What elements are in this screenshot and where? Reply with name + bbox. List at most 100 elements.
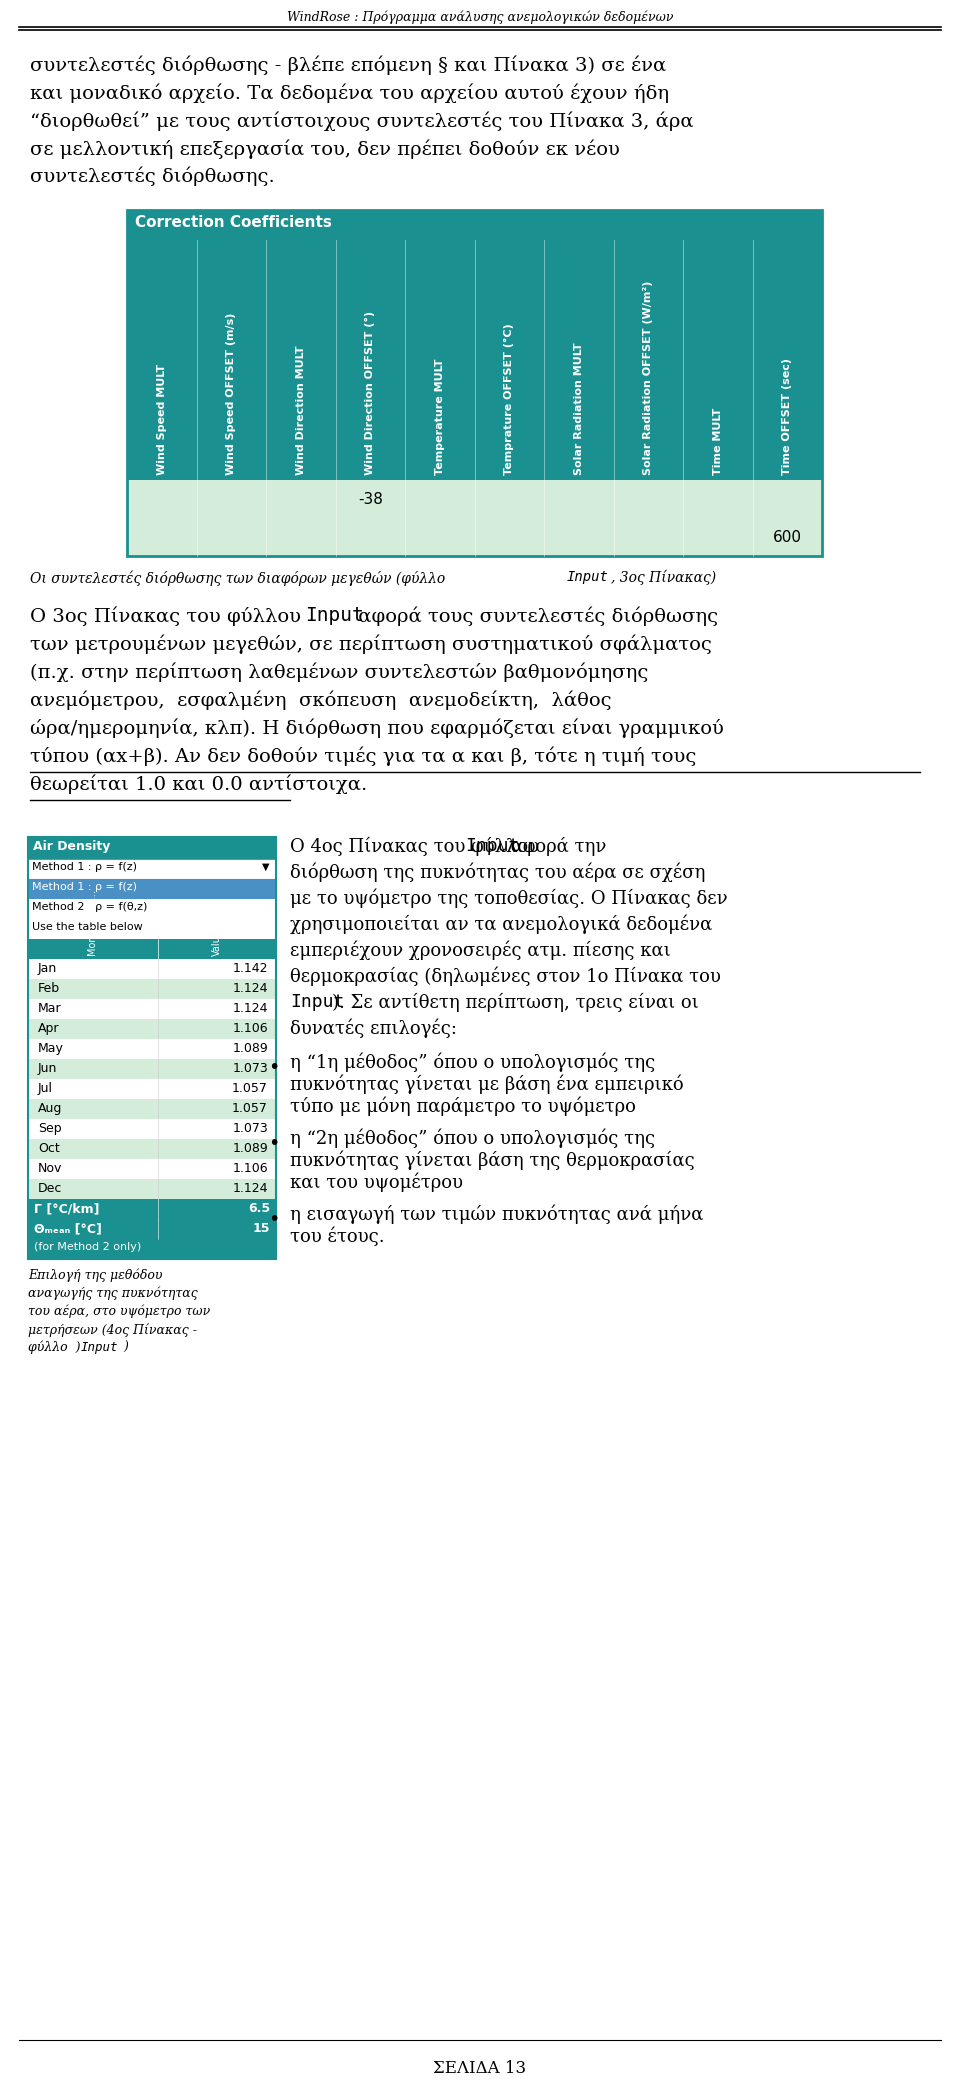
Text: ▼: ▼: [262, 861, 270, 872]
Text: θερμοκρασίας (δηλωμένες στον 1ο Πίνακα του: θερμοκρασίας (δηλωμένες στον 1ο Πίνακα τ…: [290, 966, 721, 987]
Text: •: •: [268, 1210, 279, 1228]
Text: Time OFFSET (sec): Time OFFSET (sec): [782, 357, 792, 475]
Bar: [28, 1000, 276, 1018]
Text: Input: Input: [465, 838, 519, 855]
Text: 6.5: 6.5: [248, 1201, 270, 1216]
Text: , 3ος Πίνακας): , 3ος Πίνακας): [611, 569, 716, 586]
Text: Wind Direction OFFSET (°): Wind Direction OFFSET (°): [365, 311, 375, 475]
Bar: [28, 1138, 276, 1159]
Bar: [28, 1218, 276, 1239]
Text: Οι συντελεστές διόρθωσης των διαφόρων μεγεθών (φύλλο: Οι συντελεστές διόρθωσης των διαφόρων με…: [30, 569, 449, 586]
Text: και του υψομέτρου: και του υψομέτρου: [290, 1174, 463, 1193]
Text: Dec: Dec: [38, 1182, 62, 1195]
Bar: [28, 960, 276, 979]
Text: ΣΕΛΙΔΑ 13: ΣΕΛΙΔΑ 13: [433, 2060, 527, 2077]
Text: Input: Input: [81, 1342, 118, 1354]
Text: Jan: Jan: [38, 962, 58, 974]
Text: 15: 15: [252, 1222, 270, 1235]
Bar: [28, 1018, 276, 1040]
Text: Θₘₑₐₙ [°C]: Θₘₑₐₙ [°C]: [34, 1222, 102, 1235]
Text: 1.089: 1.089: [232, 1142, 268, 1155]
Bar: [28, 1098, 276, 1119]
Bar: [28, 1159, 276, 1178]
Text: Oct: Oct: [38, 1142, 60, 1155]
Text: Use the table below: Use the table below: [32, 922, 143, 932]
Text: φύλλο  ): φύλλο ): [28, 1342, 81, 1354]
Text: 1.057: 1.057: [232, 1082, 268, 1094]
Bar: [28, 899, 276, 920]
Text: “διορθωθεί” με τους αντίστοιχους συντελεστές του Πίνακα 3, άρα: “διορθωθεί” με τους αντίστοιχους συντελε…: [30, 111, 694, 130]
Text: Temperature MULT: Temperature MULT: [435, 359, 444, 475]
Text: Air Density: Air Density: [33, 840, 110, 853]
Text: Time MULT: Time MULT: [712, 407, 723, 475]
Text: 1.106: 1.106: [232, 1161, 268, 1176]
Bar: [127, 210, 822, 481]
Bar: [28, 838, 276, 859]
Text: αναγωγής της πυκνότητας: αναγωγής της πυκνότητας: [28, 1287, 198, 1300]
Text: Feb: Feb: [38, 983, 60, 995]
Text: -38: -38: [358, 491, 383, 506]
Text: 600: 600: [773, 529, 802, 544]
Text: Solar Radiation MULT: Solar Radiation MULT: [574, 342, 584, 475]
Text: του έτους.: του έτους.: [290, 1226, 385, 1247]
Bar: [28, 880, 276, 899]
Text: χρησιμοποιείται αν τα ανεμολογικά δεδομένα: χρησιμοποιείται αν τα ανεμολογικά δεδομέ…: [290, 916, 712, 934]
Text: μετρήσεων (4ος Πίνακας -: μετρήσεων (4ος Πίνακας -: [28, 1323, 197, 1338]
Text: Month of th…: Month of th…: [88, 890, 98, 956]
Text: ). Σε αντίθετη περίπτωση, τρεις είναι οι: ). Σε αντίθετη περίπτωση, τρεις είναι οι: [332, 993, 699, 1012]
Bar: [127, 481, 822, 556]
Text: 1.106: 1.106: [232, 1023, 268, 1035]
Text: Input: Input: [290, 993, 345, 1010]
Text: (for Method 2 only): (for Method 2 only): [34, 1241, 141, 1252]
Text: WindRose : Πρόγραμμα ανάλυσης ανεμολογικών δεδομένων: WindRose : Πρόγραμμα ανάλυσης ανεμολογικ…: [287, 10, 673, 23]
Bar: [28, 1199, 276, 1218]
Text: αφορά την: αφορά την: [505, 838, 607, 857]
Text: Mar: Mar: [38, 1002, 61, 1014]
Bar: [28, 979, 276, 1000]
Text: συντελεστές διόρθωσης.: συντελεστές διόρθωσης.: [30, 168, 275, 187]
Bar: [28, 1079, 276, 1098]
Text: η εισαγωγή των τιμών πυκνότητας ανά μήνα: η εισαγωγή των τιμών πυκνότητας ανά μήνα: [290, 1205, 704, 1224]
Text: πυκνότητας γίνεται με βάση ένα εμπειρικό: πυκνότητας γίνεται με βάση ένα εμπειρικό: [290, 1075, 684, 1094]
Text: Method 2 : ρ = f(θ,z): Method 2 : ρ = f(θ,z): [32, 903, 148, 911]
Text: αφορά τους συντελεστές διόρθωσης: αφορά τους συντελεστές διόρθωσης: [352, 607, 718, 626]
Text: Value: Value: [212, 928, 222, 956]
Text: 1.089: 1.089: [232, 1042, 268, 1054]
Text: May: May: [38, 1042, 64, 1054]
Text: Temprature OFFSET (°C): Temprature OFFSET (°C): [504, 323, 515, 475]
Text: πυκνότητας γίνεται βάση της θερμοκρασίας: πυκνότητας γίνεται βάση της θερμοκρασίας: [290, 1151, 695, 1170]
Text: ): ): [123, 1342, 128, 1354]
Bar: [127, 210, 822, 556]
Text: 1.057: 1.057: [232, 1102, 268, 1115]
Text: διόρθωση της πυκνότητας του αέρα σε σχέση: διόρθωση της πυκνότητας του αέρα σε σχέσ…: [290, 863, 706, 882]
Text: με το υψόμετρο της τοποθεσίας. Ο Πίνακας δεν: με το υψόμετρο της τοποθεσίας. Ο Πίνακας…: [290, 888, 728, 909]
Text: Input: Input: [305, 607, 364, 626]
Bar: [28, 1040, 276, 1058]
Text: Sep: Sep: [38, 1121, 61, 1134]
Text: (π.χ. στην περίπτωση λαθεμένων συντελεστών βαθμονόμησης: (π.χ. στην περίπτωση λαθεμένων συντελεστ…: [30, 662, 648, 682]
Text: •: •: [268, 1134, 279, 1153]
Text: 1.142: 1.142: [232, 962, 268, 974]
Text: Ο 3ος Πίνακας του φύλλου: Ο 3ος Πίνακας του φύλλου: [30, 607, 307, 626]
Text: Ο 4ος Πίνακας του φύλλου: Ο 4ος Πίνακας του φύλλου: [290, 838, 545, 857]
Text: Correction Coefficients: Correction Coefficients: [135, 214, 332, 231]
Text: 1.124: 1.124: [232, 1002, 268, 1014]
Text: 1.124: 1.124: [232, 1182, 268, 1195]
Bar: [28, 1178, 276, 1199]
Text: Jul: Jul: [38, 1082, 53, 1094]
Text: θεωρείται 1.0 και 0.0 αντίστοιχα.: θεωρείται 1.0 και 0.0 αντίστοιχα.: [30, 775, 368, 794]
Bar: [28, 939, 276, 960]
Text: •: •: [268, 1058, 279, 1077]
Text: ανεμόμετρου,  εσφαλμένη  σκόπευση  ανεμοδείκτη,  λάθος: ανεμόμετρου, εσφαλμένη σκόπευση ανεμοδεί…: [30, 691, 612, 710]
Text: Wind Speed OFFSET (m/s): Wind Speed OFFSET (m/s): [227, 313, 236, 475]
Text: Wind Speed MULT: Wind Speed MULT: [156, 363, 167, 475]
Bar: [28, 1119, 276, 1138]
Text: Apr: Apr: [38, 1023, 60, 1035]
Text: ώρα/ημερομηνία, κλπ). Η διόρθωση που εφαρμόζεται είναι γραμμικού: ώρα/ημερομηνία, κλπ). Η διόρθωση που εφα…: [30, 718, 724, 737]
Text: Input: Input: [567, 569, 609, 584]
Text: 1.124: 1.124: [232, 983, 268, 995]
Text: εμπεριέχουν χρονοσειρές ατμ. πίεσης και: εμπεριέχουν χρονοσειρές ατμ. πίεσης και: [290, 941, 671, 960]
Text: τύπο με μόνη παράμετρο το υψόμετρο: τύπο με μόνη παράμετρο το υψόμετρο: [290, 1096, 636, 1117]
Text: συντελεστές διόρθωσης - βλέπε επόμενη § και Πίνακα 3) σε ένα: συντελεστές διόρθωσης - βλέπε επόμενη § …: [30, 55, 666, 76]
Bar: [28, 1058, 276, 1079]
